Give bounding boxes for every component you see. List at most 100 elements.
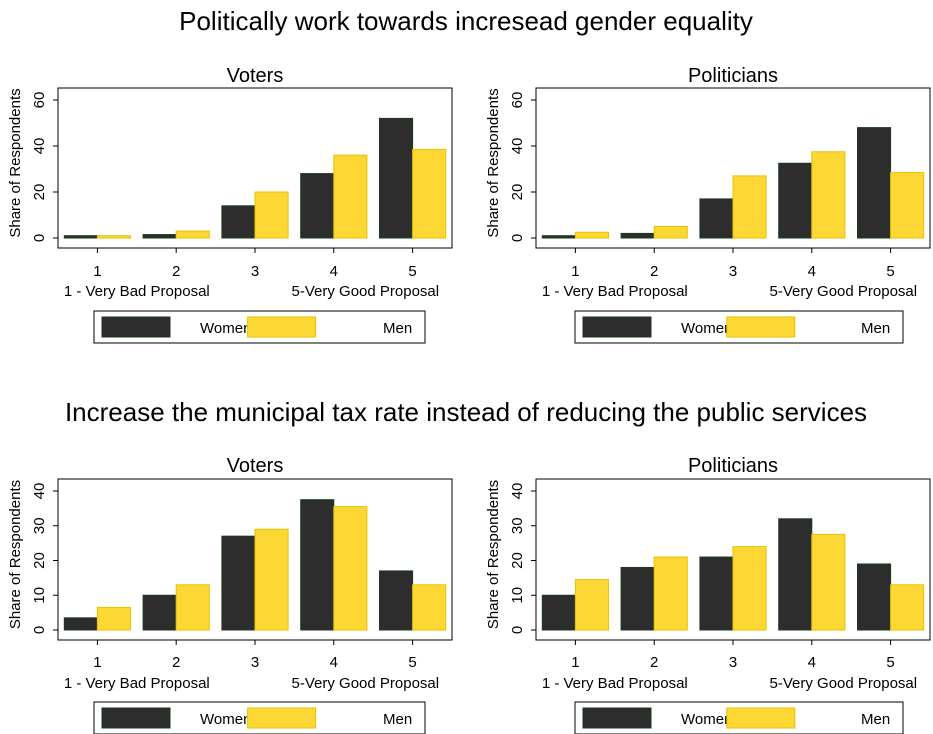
- x-sublabel-right: 5-Very Good Proposal: [770, 283, 918, 300]
- y-tick-label: 60: [31, 92, 48, 109]
- bar-women-4: [300, 499, 335, 631]
- bar-women-5: [379, 570, 414, 631]
- legend: Women Men: [574, 701, 904, 734]
- bar-men-2: [653, 556, 688, 631]
- legend: Women Men: [574, 310, 904, 344]
- bar-women-2: [620, 232, 655, 239]
- legend-swatch-men: [726, 707, 796, 729]
- bar-women-4: [778, 518, 813, 631]
- x-tick-label: 2: [650, 263, 658, 280]
- bar-men-4: [811, 151, 846, 239]
- legend-swatch-men: [247, 316, 317, 338]
- bar-men-2: [653, 226, 688, 239]
- x-tick-label: 4: [330, 263, 338, 280]
- bar-women-3: [221, 205, 256, 239]
- legend-swatch-women: [582, 316, 652, 338]
- x-tick-label: 4: [808, 263, 816, 280]
- bar-women-5: [379, 117, 414, 239]
- bar-men-4: [333, 506, 368, 631]
- bar-men-4: [811, 533, 846, 631]
- bar-women-1: [63, 235, 98, 239]
- y-tick-label: 20: [509, 552, 526, 569]
- bar-men-3: [732, 175, 767, 239]
- bar-women-3: [699, 556, 734, 631]
- legend-label-men: Men: [861, 320, 890, 337]
- bar-men-1: [96, 606, 131, 631]
- y-tick-label: 0: [509, 626, 526, 634]
- legend-label-women: Women: [681, 320, 732, 337]
- bar-women-5: [857, 563, 892, 631]
- y-tick-label: 0: [31, 234, 48, 242]
- x-tick-label: 2: [172, 263, 180, 280]
- y-tick-label: 0: [31, 626, 48, 634]
- y-tick-label: 20: [31, 184, 48, 201]
- y-tick-label: 20: [509, 184, 526, 201]
- bar-women-2: [142, 594, 177, 631]
- legend-label-women: Women: [200, 711, 251, 728]
- x-tick-label: 3: [251, 654, 259, 671]
- legend-label-women: Women: [200, 320, 251, 337]
- x-sublabel-left: 1 - Very Bad Proposal: [542, 675, 688, 692]
- group-title-1: Politically work towards incresead gende…: [179, 6, 753, 36]
- x-tick-label: 4: [808, 654, 816, 671]
- x-tick-label: 2: [172, 654, 180, 671]
- x-tick-label: 5: [408, 654, 416, 671]
- bar-women-1: [541, 235, 576, 239]
- x-tick-label: 5: [886, 263, 894, 280]
- bar-women-2: [142, 234, 177, 239]
- bar-men-3: [732, 546, 767, 631]
- group-title-2: Increase the municipal tax rate instead …: [65, 397, 867, 427]
- x-sublabel-left: 1 - Very Bad Proposal: [64, 283, 210, 300]
- bar-men-1: [574, 579, 609, 631]
- y-tick-label: 10: [509, 587, 526, 604]
- bar-men-5: [890, 171, 925, 239]
- legend-swatch-women: [582, 707, 652, 729]
- x-tick-label: 5: [408, 263, 416, 280]
- panel-title: Voters: [227, 65, 284, 87]
- bar-women-3: [699, 198, 734, 239]
- bar-women-1: [63, 617, 98, 631]
- panel-2: Politicians Share of Respondents 0 20 40 60 1 2…: [485, 65, 931, 344]
- bar-men-1: [96, 235, 131, 239]
- bar-women-3: [221, 535, 256, 631]
- legend-swatch-women: [101, 316, 171, 338]
- panel-title: Voters: [227, 455, 284, 477]
- legend-swatch-men: [247, 707, 317, 729]
- y-axis-label: Share of Respondents: [7, 480, 24, 629]
- legend-swatch-men: [726, 316, 796, 338]
- y-tick-label: 0: [509, 234, 526, 242]
- y-axis-label: Share of Respondents: [485, 480, 502, 629]
- x-tick-label: 2: [650, 654, 658, 671]
- legend: Women Men: [93, 701, 426, 734]
- x-tick-label: 3: [729, 654, 737, 671]
- y-tick-label: 30: [509, 517, 526, 534]
- x-sublabel-left: 1 - Very Bad Proposal: [542, 283, 688, 300]
- x-sublabel-left: 1 - Very Bad Proposal: [64, 675, 210, 692]
- legend-label-men: Men: [383, 711, 412, 728]
- legend: Women Men: [93, 310, 426, 344]
- y-tick-label: 40: [31, 483, 48, 500]
- legend-label-women: Women: [681, 711, 732, 728]
- panel-3: Voters Share of Respondents 0 10 20 30 40 1 2 3 4 5…: [7, 455, 453, 734]
- legend-label-men: Men: [861, 711, 890, 728]
- bar-women-1: [541, 594, 576, 631]
- panel-title: Politicians: [688, 455, 778, 477]
- bar-men-2: [175, 584, 210, 631]
- bar-women-2: [620, 566, 655, 631]
- x-tick-label: 1: [93, 263, 101, 280]
- y-tick-label: 40: [31, 138, 48, 155]
- x-tick-label: 1: [93, 654, 101, 671]
- x-tick-label: 4: [330, 654, 338, 671]
- y-tick-label: 40: [509, 138, 526, 155]
- x-tick-label: 3: [251, 263, 259, 280]
- x-tick-label: 1: [571, 263, 579, 280]
- legend-swatch-women: [101, 707, 171, 729]
- y-tick-label: 20: [31, 552, 48, 569]
- panel-1: Voters Share of Respondents 0 20 40 60 1 2 3 4 5 1 …: [7, 65, 453, 344]
- panel-title: Politicians: [688, 65, 778, 87]
- x-tick-label: 3: [729, 263, 737, 280]
- bar-women-4: [300, 173, 335, 239]
- bar-men-1: [574, 231, 609, 239]
